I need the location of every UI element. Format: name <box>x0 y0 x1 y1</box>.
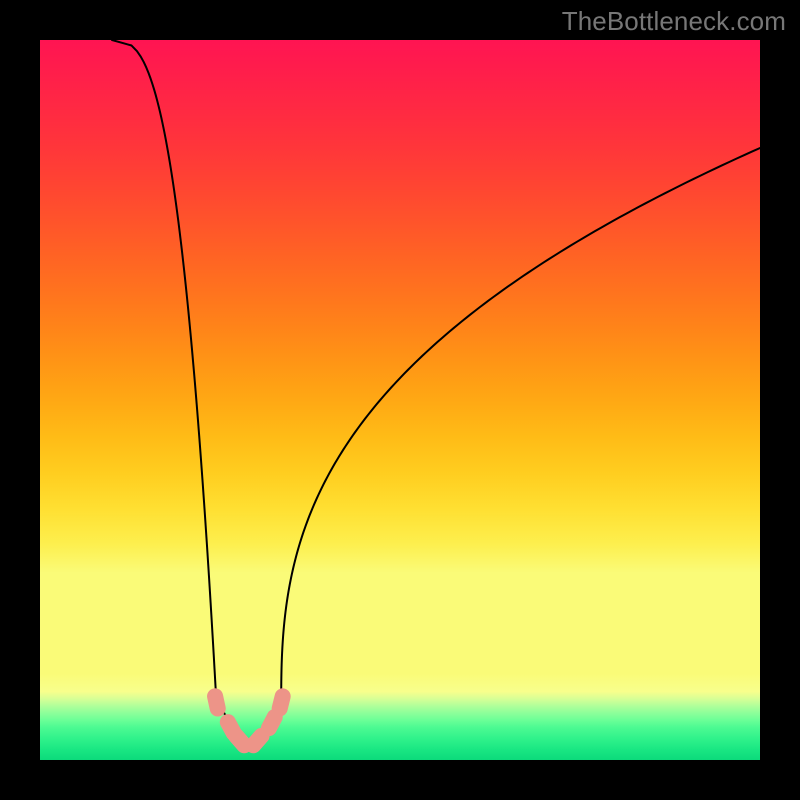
watermark-text: TheBottleneck.com <box>562 6 786 37</box>
chart-svg <box>40 40 760 760</box>
chart-background <box>40 40 760 760</box>
chart-frame: TheBottleneck.com <box>0 0 800 800</box>
plot-area <box>40 40 760 760</box>
